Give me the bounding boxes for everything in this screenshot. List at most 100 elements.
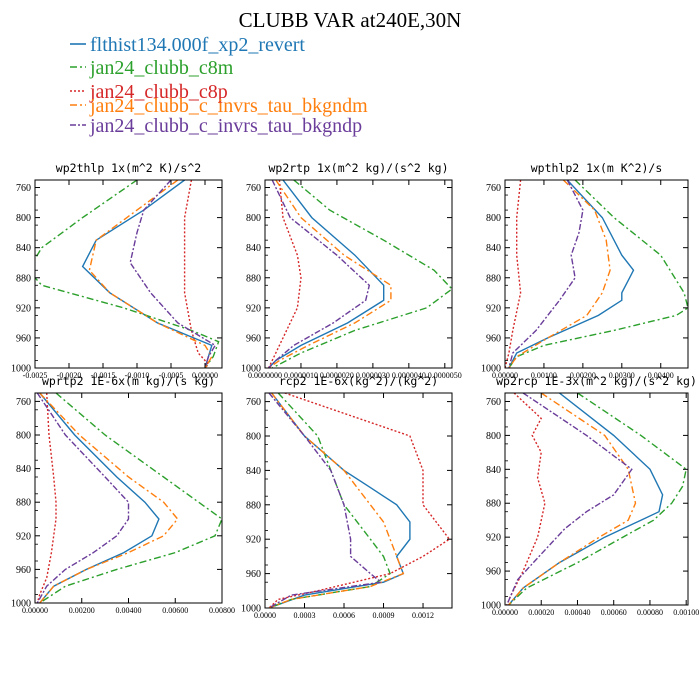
panel: wp2thlp 1x(m^2 K)/s^2 760 800 840 880 920 960 1… xyxy=(11,161,223,380)
y-tick-label: 920 xyxy=(486,303,501,314)
y-tick-label: 880 xyxy=(486,499,501,510)
x-tick-label: 0.00000 xyxy=(492,608,518,617)
x-tick-label: 0.00080 xyxy=(637,608,663,617)
y-tick-label: 920 xyxy=(246,535,261,546)
legend-label: jan24_clubb_c8m xyxy=(89,57,234,79)
y-tick-label: 880 xyxy=(16,498,31,509)
x-tick-label: -0.0010 xyxy=(125,371,150,380)
y-tick-label: 840 xyxy=(486,243,501,254)
y-tick-label: 800 xyxy=(246,432,261,443)
y-tick-label: 800 xyxy=(486,431,501,442)
y-tick-label: 840 xyxy=(486,465,501,476)
y-tick-label: 800 xyxy=(16,213,31,224)
y-tick-label: 880 xyxy=(486,273,501,284)
series-line xyxy=(508,393,637,605)
x-tick-label: 0.0000020 xyxy=(320,371,354,380)
x-tick-label: 0.00300 xyxy=(609,371,635,380)
y-tick-label: 920 xyxy=(486,533,501,544)
x-tick-label: 0.00000 xyxy=(22,606,48,615)
series-line xyxy=(508,180,611,368)
y-tick-label: 840 xyxy=(16,464,31,475)
legend-entry: jan24_clubb_c8m xyxy=(70,57,234,79)
y-tick-label: 960 xyxy=(16,565,31,576)
x-tick-label: 0.0000030 xyxy=(356,371,390,380)
plot-frame xyxy=(34,179,223,369)
y-tick-label: 960 xyxy=(486,567,501,578)
x-tick-label: 0.00040 xyxy=(564,608,590,617)
y-tick-label: 760 xyxy=(16,183,31,194)
y-tick-label: 760 xyxy=(246,183,261,194)
x-tick-label: 0.00200 xyxy=(69,606,95,615)
series-line xyxy=(35,180,220,368)
series-group xyxy=(35,180,220,368)
x-tick-label: 0.00000 xyxy=(492,371,518,380)
series-group xyxy=(505,180,688,368)
x-tick-label: 0.0000050 xyxy=(428,371,462,380)
series-line xyxy=(271,180,452,368)
x-tick-label: 0.0000010 xyxy=(284,371,318,380)
plot-frame xyxy=(504,392,689,606)
series-group xyxy=(36,393,222,603)
series-line xyxy=(508,180,688,368)
panel-title: wprtp2 1E-6x(m kg)/(s kg) xyxy=(42,374,215,388)
series-group xyxy=(267,180,452,368)
plot-frame xyxy=(504,179,689,369)
y-tick-label: 760 xyxy=(16,397,31,408)
panel-title: wpthlp2 1x(m K^2)/s xyxy=(531,161,663,175)
panel-title: wp2thlp 1x(m^2 K)/s^2 xyxy=(56,161,201,175)
series-line xyxy=(36,393,57,603)
y-tick-label: 880 xyxy=(16,273,31,284)
series-line xyxy=(39,393,179,603)
x-tick-label: 0.00020 xyxy=(528,608,554,617)
y-tick-label: 960 xyxy=(16,333,31,344)
series-line xyxy=(508,180,584,368)
series-line xyxy=(506,393,633,605)
x-tick-label: -0.0015 xyxy=(91,371,116,380)
y-tick-label: 840 xyxy=(246,243,261,254)
series-group xyxy=(268,393,451,608)
y-tick-label: 760 xyxy=(486,183,501,194)
x-tick-label: 0.00100 xyxy=(673,608,699,617)
series-line xyxy=(268,393,405,608)
panel-title: wp2rcp 1E-3x(m^2 kg)/(s^2 kg) xyxy=(496,374,697,388)
panel-title: wp2rtp 1x(m^2 kg)/(s^2 kg) xyxy=(268,161,448,175)
series-line xyxy=(268,393,411,608)
panel: wp2rtp 1x(m^2 kg)/(s^2 kg) 760 800 840 880 92… xyxy=(241,161,462,380)
series-line xyxy=(268,393,383,608)
legend-entry: flthist134.000f_xp2_revert xyxy=(70,34,305,56)
y-tick-label: 960 xyxy=(486,333,501,344)
x-tick-label: 0.0012 xyxy=(412,611,434,620)
y-tick-label: 1000 xyxy=(11,599,31,610)
series-line xyxy=(36,393,130,603)
x-tick-label: 0.00400 xyxy=(648,371,674,380)
x-tick-label: 0.00100 xyxy=(531,371,557,380)
plot-frame xyxy=(264,392,453,609)
y-tick-label: 1000 xyxy=(481,601,501,612)
y-tick-label: 800 xyxy=(246,213,261,224)
y-tick-label: 1000 xyxy=(241,604,261,615)
x-tick-label: 0.0000040 xyxy=(392,371,426,380)
x-tick-label: 0.00060 xyxy=(601,608,627,617)
panel: wp2rcp 1E-3x(m^2 kg)/(s^2 kg) 760 800 840 88… xyxy=(481,374,699,617)
y-tick-label: 920 xyxy=(16,531,31,542)
x-tick-label: -0.0005 xyxy=(159,371,184,380)
panel: wprtp2 1E-6x(m kg)/(s kg) 760 800 840 880 920… xyxy=(11,374,235,615)
y-tick-label: 960 xyxy=(246,333,261,344)
x-tick-label: 0.00000 xyxy=(192,371,218,380)
legend-entry: jan24_clubb_c_invrs_tau_bkgndp xyxy=(70,115,362,137)
series-line xyxy=(505,180,522,368)
series-line xyxy=(267,180,302,368)
y-tick-label: 1000 xyxy=(241,364,261,375)
legend-entry: jan24_clubb_c_invrs_tau_bkgndm xyxy=(70,95,368,117)
series-line xyxy=(88,180,213,368)
series-line xyxy=(268,393,451,608)
legend-label: jan24_clubb_c_invrs_tau_bkgndp xyxy=(89,115,362,137)
panel-grid: wp2thlp 1x(m^2 K)/s^2 760 800 840 880 920 960 1… xyxy=(11,161,699,620)
x-tick-label: -0.0025 xyxy=(23,371,48,380)
panel: rcp2 1E-6x(kg^2)/(kg^2) 760 800 840 880 920 96… xyxy=(241,374,453,620)
y-tick-label: 840 xyxy=(16,243,31,254)
x-tick-label: 0.0000 xyxy=(254,611,276,620)
x-tick-label: -0.0020 xyxy=(57,371,82,380)
legend-label: flthist134.000f_xp2_revert xyxy=(90,34,305,56)
y-tick-label: 840 xyxy=(246,466,261,477)
